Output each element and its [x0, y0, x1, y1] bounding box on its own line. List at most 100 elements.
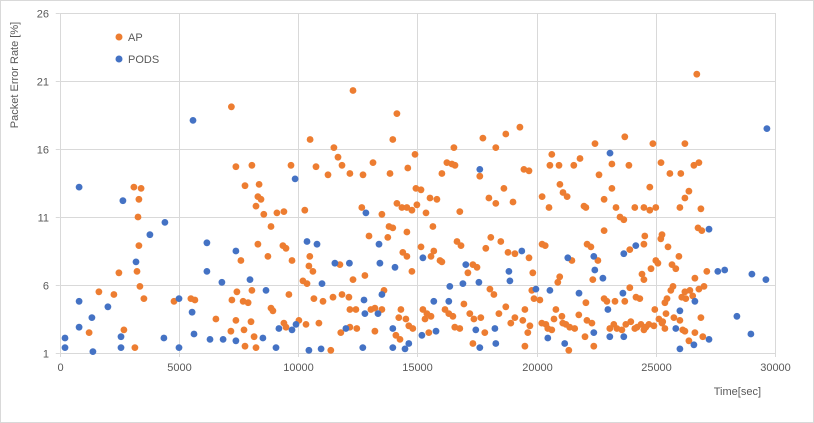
- pods-point: [175, 344, 183, 351]
- pods-point: [430, 297, 438, 305]
- ap-point: [191, 296, 199, 304]
- ap-point: [669, 283, 677, 290]
- ap-point: [675, 253, 683, 260]
- pods-point: [218, 278, 226, 286]
- ap-point: [135, 242, 143, 250]
- ap-point: [395, 314, 403, 321]
- pods-point: [492, 340, 500, 347]
- pods-point: [462, 261, 470, 268]
- pods-point: [445, 297, 453, 305]
- ap-point: [640, 240, 648, 248]
- ap-point: [130, 183, 138, 191]
- ap-point: [511, 250, 519, 258]
- pods-point: [506, 277, 514, 285]
- pods-point: [391, 263, 399, 271]
- ap-point: [685, 187, 693, 195]
- ap-point: [393, 200, 401, 207]
- pods-point: [75, 323, 83, 331]
- ap-point: [640, 204, 648, 211]
- ap-point: [244, 299, 252, 307]
- ap-point: [282, 244, 290, 252]
- ap-point: [638, 270, 646, 278]
- pods-point: [762, 276, 770, 283]
- pods-point: [714, 268, 722, 275]
- ap-point: [110, 291, 118, 298]
- pods-point: [88, 314, 96, 321]
- ap-point: [359, 171, 367, 179]
- ap-point: [460, 300, 468, 308]
- pods-point: [161, 219, 169, 226]
- y-tick-label: 6: [43, 281, 49, 293]
- ap-point: [681, 140, 689, 148]
- ap-point: [396, 336, 404, 343]
- pods-point: [389, 344, 397, 351]
- ap-point: [548, 151, 556, 158]
- ap-point: [248, 287, 256, 294]
- ap-point: [310, 295, 318, 302]
- pods-point: [360, 296, 368, 304]
- ap-point: [134, 213, 142, 221]
- pods-point: [476, 344, 484, 351]
- ap-point: [658, 231, 666, 239]
- ap-point: [686, 287, 694, 294]
- ap-point: [170, 297, 178, 305]
- pods-point: [690, 341, 698, 349]
- ap-point: [330, 144, 338, 152]
- ap-point: [241, 342, 249, 350]
- ap-point: [426, 194, 434, 202]
- ap-point: [581, 333, 589, 341]
- pods-point: [317, 345, 325, 353]
- x-tick-label: 0: [57, 362, 63, 374]
- ap-point: [232, 317, 240, 324]
- ap-point: [691, 329, 699, 336]
- ap-point: [676, 317, 684, 324]
- pods-point: [676, 307, 684, 315]
- ap-point: [409, 325, 417, 332]
- ap-point: [252, 344, 260, 351]
- x-axis-title: Time[sec]: [714, 386, 761, 398]
- x-tick-label: 30000: [760, 362, 791, 374]
- ap-point: [470, 315, 478, 323]
- ap-point: [384, 234, 392, 241]
- pods-point: [691, 297, 699, 305]
- ap-point: [438, 170, 446, 177]
- ap-point: [133, 268, 141, 275]
- ap-point: [695, 285, 703, 293]
- ap-point: [521, 306, 529, 313]
- ap-point: [487, 234, 495, 241]
- ap-point: [497, 238, 505, 245]
- ap-point: [425, 329, 433, 336]
- x-tick-label: 10000: [283, 362, 314, 374]
- legend-pods-label: PODS: [128, 54, 159, 66]
- ap-point: [608, 185, 616, 192]
- ap-point: [697, 205, 705, 213]
- pods-point: [472, 326, 480, 334]
- ap-point: [473, 263, 481, 271]
- ap-point: [621, 297, 629, 305]
- ap-point: [591, 140, 599, 148]
- ap-point: [389, 224, 397, 232]
- ap-point: [582, 204, 590, 211]
- ap-point: [666, 170, 674, 177]
- ap-point: [469, 340, 477, 347]
- ap-point: [695, 159, 703, 167]
- ap-point: [636, 295, 644, 302]
- ap-point: [677, 170, 685, 177]
- ap-point: [697, 314, 705, 321]
- ap-point: [319, 297, 327, 305]
- ap-point: [371, 327, 379, 335]
- x-tick-label: 5000: [167, 362, 191, 374]
- pods-point: [259, 334, 267, 342]
- y-tick-label: 16: [37, 145, 49, 157]
- pods-point: [117, 344, 125, 351]
- ap-point: [403, 228, 411, 236]
- pods-point: [763, 125, 771, 132]
- ap-point: [693, 70, 701, 78]
- ap-point: [427, 312, 435, 320]
- ap-point: [516, 123, 524, 131]
- ap-point: [590, 342, 598, 350]
- x-tick-label: 20000: [522, 362, 553, 374]
- ap-point: [646, 183, 654, 191]
- ap-point: [582, 299, 590, 307]
